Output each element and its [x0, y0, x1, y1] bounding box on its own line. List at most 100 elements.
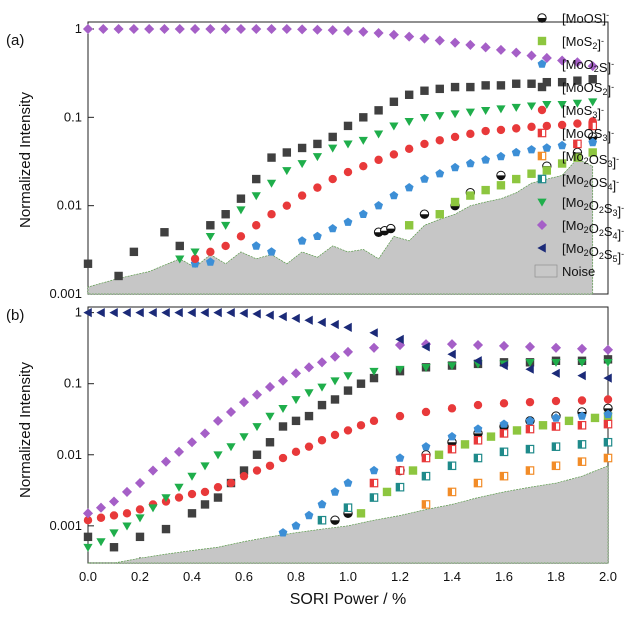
- data-point: [389, 97, 399, 106]
- data-point: [473, 435, 483, 445]
- data-point: [603, 395, 613, 404]
- data-point: [404, 144, 414, 154]
- data-point: [404, 90, 414, 99]
- data-point: [408, 466, 418, 475]
- data-point: [291, 396, 301, 405]
- y-tick-label: 1: [75, 305, 82, 320]
- data-point: [421, 453, 431, 463]
- data-point: [447, 404, 457, 413]
- data-point: [236, 232, 246, 241]
- x-tick-label: 0.6: [235, 569, 253, 584]
- data-point: [577, 457, 587, 466]
- series-mo2o2s3: [175, 98, 598, 264]
- legend-label: [MoOS3]-: [562, 126, 614, 144]
- data-point: [359, 161, 368, 171]
- data-point: [221, 221, 231, 230]
- data-point: [187, 509, 197, 518]
- data-point: [343, 503, 353, 512]
- panel-a-y-ticks: 1 0.1 0.01 0.001: [49, 21, 94, 301]
- x-tick-label: 0.0: [79, 569, 97, 584]
- data-point: [551, 442, 561, 451]
- data-point: [226, 443, 236, 452]
- data-point: [313, 139, 322, 149]
- data-point: [265, 461, 275, 470]
- data-point: [265, 412, 275, 421]
- data-point: [328, 174, 337, 184]
- data-point: [83, 543, 93, 552]
- data-point: [527, 79, 536, 88]
- data-point: [317, 383, 327, 392]
- data-point: [369, 373, 379, 383]
- data-point: [96, 513, 106, 522]
- x-tick-label: 1.2: [391, 569, 409, 584]
- data-point: [186, 437, 198, 448]
- data-point: [473, 453, 483, 463]
- data-point: [83, 532, 93, 542]
- x-tick-label: 1.4: [443, 569, 461, 584]
- data-point: [297, 24, 308, 35]
- data-point: [161, 494, 171, 503]
- data-point: [330, 487, 340, 496]
- data-point: [447, 349, 456, 359]
- data-point: [450, 197, 460, 207]
- data-point: [200, 487, 210, 497]
- data-point: [304, 411, 314, 421]
- legend-marker: [537, 198, 547, 207]
- legend-label: [Mo2O2S4]-: [562, 218, 624, 242]
- data-point: [282, 167, 292, 176]
- data-point: [327, 25, 338, 36]
- data-point: [312, 24, 323, 35]
- data-point: [395, 453, 405, 462]
- data-point: [297, 160, 307, 169]
- data-point: [200, 308, 209, 318]
- data-point: [83, 259, 93, 268]
- data-point: [160, 456, 172, 467]
- data-point: [369, 465, 379, 475]
- data-point: [343, 217, 353, 226]
- data-point: [282, 201, 292, 210]
- data-point: [265, 438, 275, 447]
- data-point: [573, 153, 582, 162]
- panel-a-ylabel: Normalized Intensity: [17, 92, 34, 228]
- data-point: [174, 483, 184, 492]
- series-moo2s: [278, 409, 613, 537]
- data-point: [419, 113, 430, 122]
- data-point: [496, 151, 506, 161]
- data-point: [266, 179, 277, 188]
- data-point: [190, 23, 201, 35]
- series-moos2: [83, 75, 597, 281]
- data-point: [382, 487, 392, 497]
- data-point: [359, 113, 368, 122]
- data-point: [421, 442, 431, 451]
- data-point: [525, 397, 535, 407]
- data-point: [200, 462, 210, 471]
- data-point: [147, 465, 159, 476]
- data-point: [109, 308, 118, 318]
- data-point: [551, 422, 561, 431]
- data-point: [404, 31, 415, 42]
- data-point: [388, 29, 399, 40]
- data-point: [369, 328, 378, 338]
- legend-marker: [536, 219, 548, 231]
- data-point: [187, 472, 197, 481]
- data-point: [460, 440, 470, 449]
- data-point: [512, 174, 521, 184]
- data-point: [278, 422, 288, 431]
- data-point: [369, 493, 379, 502]
- data-point: [278, 453, 288, 463]
- data-point: [551, 461, 561, 471]
- data-point: [290, 368, 302, 379]
- data-point: [466, 191, 475, 200]
- data-point: [419, 33, 430, 44]
- data-point: [304, 442, 314, 451]
- data-point: [122, 522, 132, 531]
- data-point: [175, 241, 184, 251]
- data-point: [447, 432, 457, 441]
- data-point: [109, 511, 119, 520]
- data-point: [175, 255, 185, 264]
- data-point: [159, 23, 170, 35]
- noise-area: [88, 465, 609, 564]
- data-point: [109, 529, 119, 538]
- data-point: [499, 399, 509, 408]
- panel-a-noise: [87, 158, 594, 295]
